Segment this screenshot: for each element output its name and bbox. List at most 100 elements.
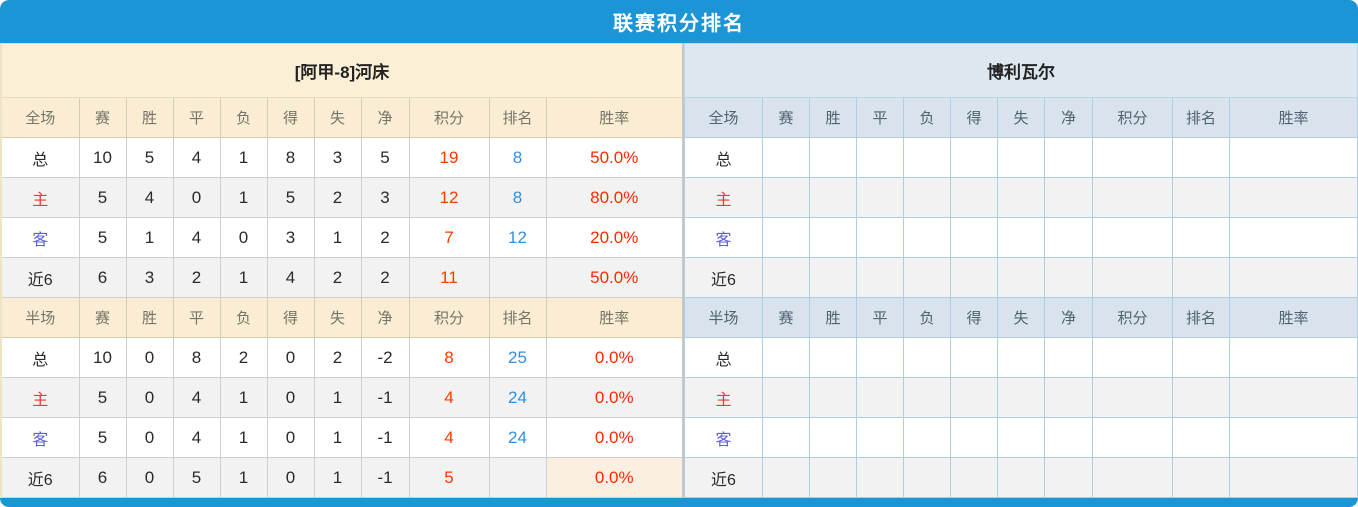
col-header: 负	[903, 97, 951, 138]
empty-cell	[1092, 337, 1173, 378]
stat-cell: 0	[266, 457, 315, 498]
winrate-cell: 0.0%	[545, 377, 684, 418]
empty-cell	[1092, 177, 1173, 218]
stat-cell: 8	[266, 137, 315, 178]
empty-cell	[809, 417, 857, 458]
empty-cell	[997, 457, 1045, 498]
empty-cell	[762, 177, 810, 218]
empty-cell	[856, 377, 904, 418]
row-label: 主	[684, 177, 763, 218]
points-cell: 11	[408, 257, 490, 298]
team-header-row: [阿甲-8]河床	[0, 43, 684, 98]
stat-cell: 5	[125, 137, 174, 178]
row-label: 客	[0, 217, 80, 258]
col-header: 得	[950, 97, 998, 138]
empty-cell	[1229, 137, 1358, 178]
empty-cell	[762, 337, 810, 378]
stat-cell: 0	[172, 177, 221, 218]
col-header: 净	[1044, 297, 1093, 338]
stat-cell: 10	[78, 337, 127, 378]
col-header: 胜	[125, 97, 174, 138]
rank-cell	[488, 457, 547, 498]
table-row: 总 10 0 8 2 0 2 -2 8 25 0.0%	[0, 337, 684, 378]
home-team-table: [阿甲-8]河床 全场 赛 胜 平 负 得 失 净 积分 排名 胜率 总 10 …	[0, 43, 684, 498]
empty-cell	[1092, 417, 1173, 458]
table-row: 主 5 0 4 1 0 1 -1 4 24 0.0%	[0, 377, 684, 418]
empty-cell	[1172, 417, 1230, 458]
row-label: 客	[684, 217, 763, 258]
empty-cell	[856, 457, 904, 498]
table-row: 近6 6 3 2 1 4 2 2 11 50.0%	[0, 257, 684, 298]
empty-cell	[997, 257, 1045, 298]
empty-cell	[1092, 217, 1173, 258]
empty-cell	[809, 257, 857, 298]
table-row: 主	[684, 377, 1358, 418]
row-label: 总	[0, 337, 80, 378]
empty-cell	[1172, 177, 1230, 218]
winrate-cell: 0.0%	[545, 417, 684, 458]
empty-cell	[1092, 257, 1173, 298]
empty-cell	[856, 337, 904, 378]
col-header: 胜率	[1229, 97, 1358, 138]
stat-cell: 2	[313, 257, 362, 298]
stat-cell: 2	[219, 337, 268, 378]
rank-cell: 24	[488, 417, 547, 458]
col-header: 负	[219, 97, 268, 138]
row-label: 主	[0, 377, 80, 418]
away-team-table: 博利瓦尔 全场 赛 胜 平 负 得 失 净 积分 排名 胜率 总 主	[684, 43, 1358, 498]
col-header: 失	[313, 297, 362, 338]
empty-cell	[903, 377, 951, 418]
points-cell: 7	[408, 217, 490, 258]
points-cell: 4	[408, 377, 490, 418]
empty-cell	[1229, 417, 1358, 458]
stat-cell: -1	[360, 377, 410, 418]
empty-cell	[1044, 417, 1093, 458]
row-label: 总	[684, 137, 763, 178]
empty-cell	[950, 457, 998, 498]
stat-cell: 1	[313, 457, 362, 498]
empty-cell	[856, 217, 904, 258]
rank-cell: 12	[488, 217, 547, 258]
row-label: 近6	[0, 457, 80, 498]
rank-cell: 25	[488, 337, 547, 378]
points-cell: 12	[408, 177, 490, 218]
stat-cell: 0	[125, 417, 174, 458]
empty-cell	[809, 137, 857, 178]
stat-cell: 6	[78, 257, 127, 298]
stat-cell: 4	[125, 177, 174, 218]
col-header: 积分	[408, 97, 490, 138]
col-header: 失	[997, 97, 1045, 138]
empty-cell	[997, 417, 1045, 458]
stat-cell: 0	[266, 377, 315, 418]
points-cell: 8	[408, 337, 490, 378]
col-header: 失	[997, 297, 1045, 338]
winrate-cell: 80.0%	[545, 177, 684, 218]
col-header: 平	[172, 97, 221, 138]
empty-cell	[997, 337, 1045, 378]
rank-cell: 24	[488, 377, 547, 418]
row-label: 近6	[0, 257, 80, 298]
col-header: 胜	[125, 297, 174, 338]
empty-cell	[903, 337, 951, 378]
stat-cell: 0	[266, 417, 315, 458]
col-header: 平	[856, 97, 904, 138]
col-header: 平	[856, 297, 904, 338]
stat-cell: 3	[125, 257, 174, 298]
empty-cell	[997, 377, 1045, 418]
empty-cell	[762, 217, 810, 258]
stat-cell: 4	[172, 217, 221, 258]
empty-cell	[1172, 377, 1230, 418]
empty-cell	[856, 417, 904, 458]
empty-cell	[1172, 217, 1230, 258]
col-header: 全场	[684, 97, 763, 138]
stat-cell: 3	[360, 177, 410, 218]
col-header: 赛	[78, 297, 127, 338]
stat-cell: 10	[78, 137, 127, 178]
table-row: 近6	[684, 457, 1358, 498]
points-cell: 4	[408, 417, 490, 458]
col-header: 积分	[408, 297, 490, 338]
stat-cell: 0	[125, 377, 174, 418]
empty-cell	[1092, 137, 1173, 178]
stat-cell: 1	[219, 137, 268, 178]
stat-cell: 1	[313, 417, 362, 458]
